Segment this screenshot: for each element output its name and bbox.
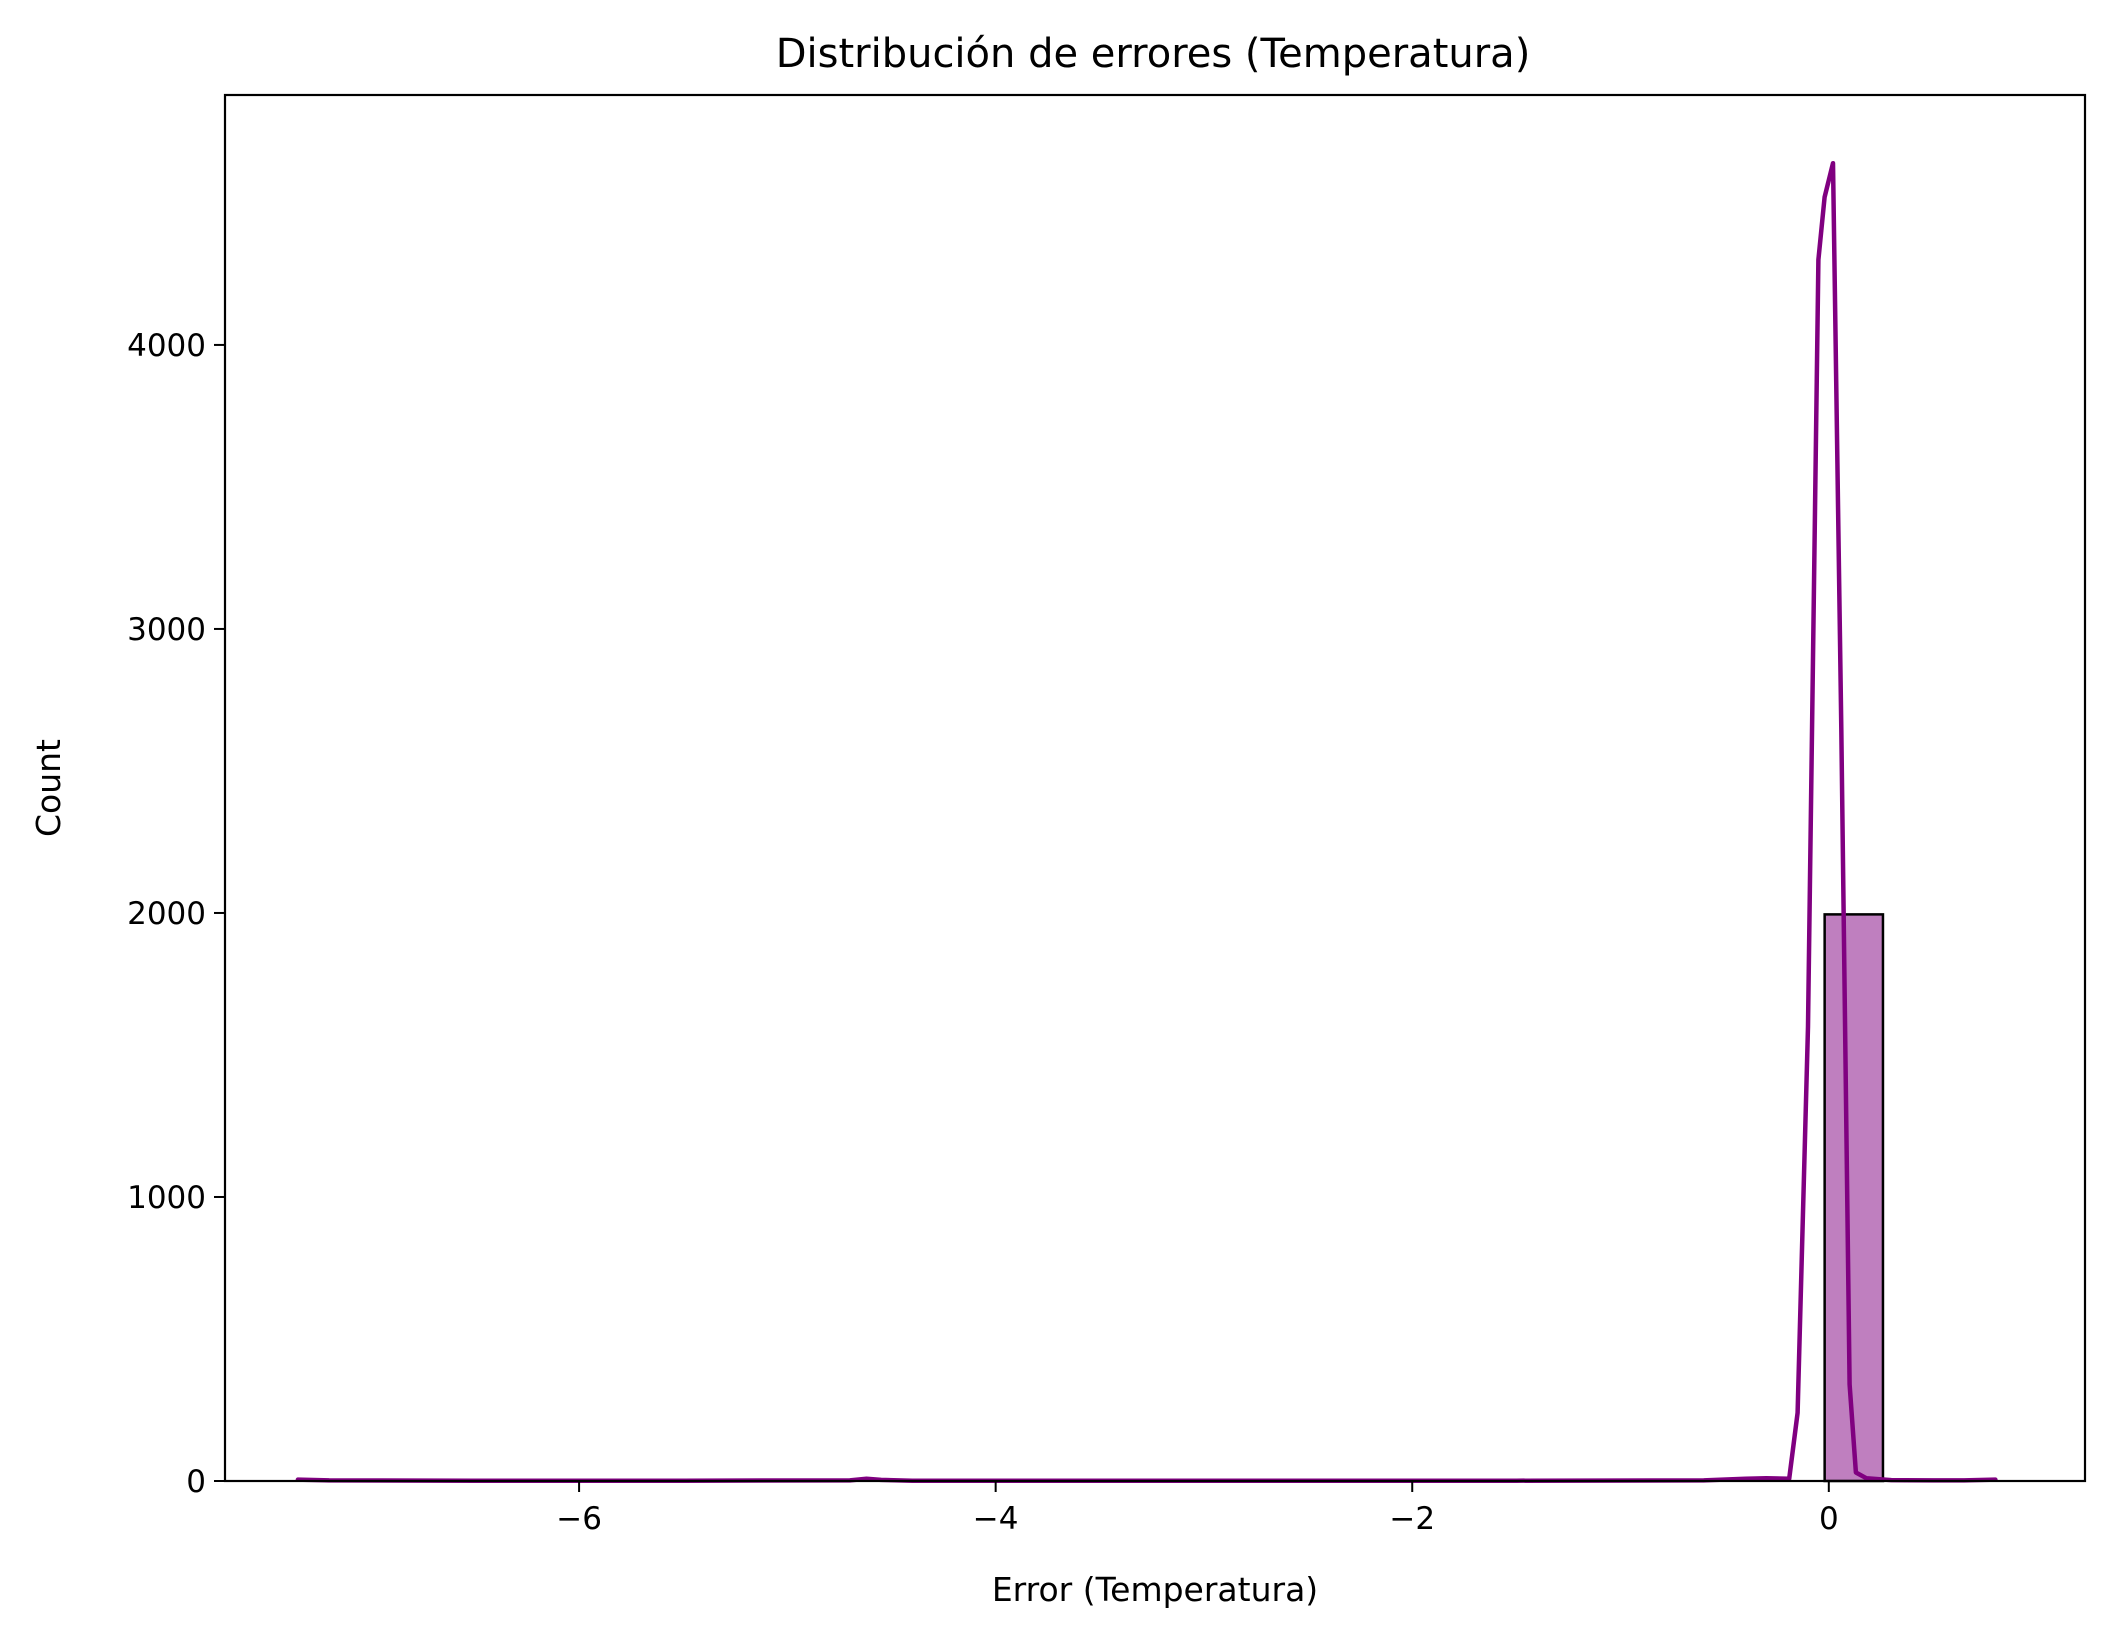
y-tick-label: 2000 [127, 896, 206, 932]
x-tick-label: −6 [556, 1501, 602, 1537]
x-axis-label: Error (Temperatura) [992, 1570, 1318, 1609]
histogram-bar-0 [1823, 913, 1885, 1483]
y-axis: 0 1000 2000 3000 4000 [127, 328, 225, 1500]
y-tick-label: 3000 [127, 612, 206, 648]
y-tick-label: 1000 [127, 1180, 206, 1216]
y-tick-label: 0 [186, 1464, 206, 1500]
y-tick-label: 4000 [127, 328, 206, 364]
x-tick-label: 0 [1819, 1501, 1839, 1537]
plot-area [295, 160, 1998, 1483]
x-axis: −6 −4 −2 0 [556, 1481, 1839, 1537]
y-axis-label: Count [29, 739, 68, 837]
x-tick-label: −2 [1389, 1501, 1435, 1537]
plot-frame [223, 93, 2087, 1483]
chart-title: Distribución de errores (Temperatura) [776, 31, 1531, 77]
x-tick-label: −4 [973, 1501, 1019, 1537]
kde-line [295, 160, 1998, 1483]
